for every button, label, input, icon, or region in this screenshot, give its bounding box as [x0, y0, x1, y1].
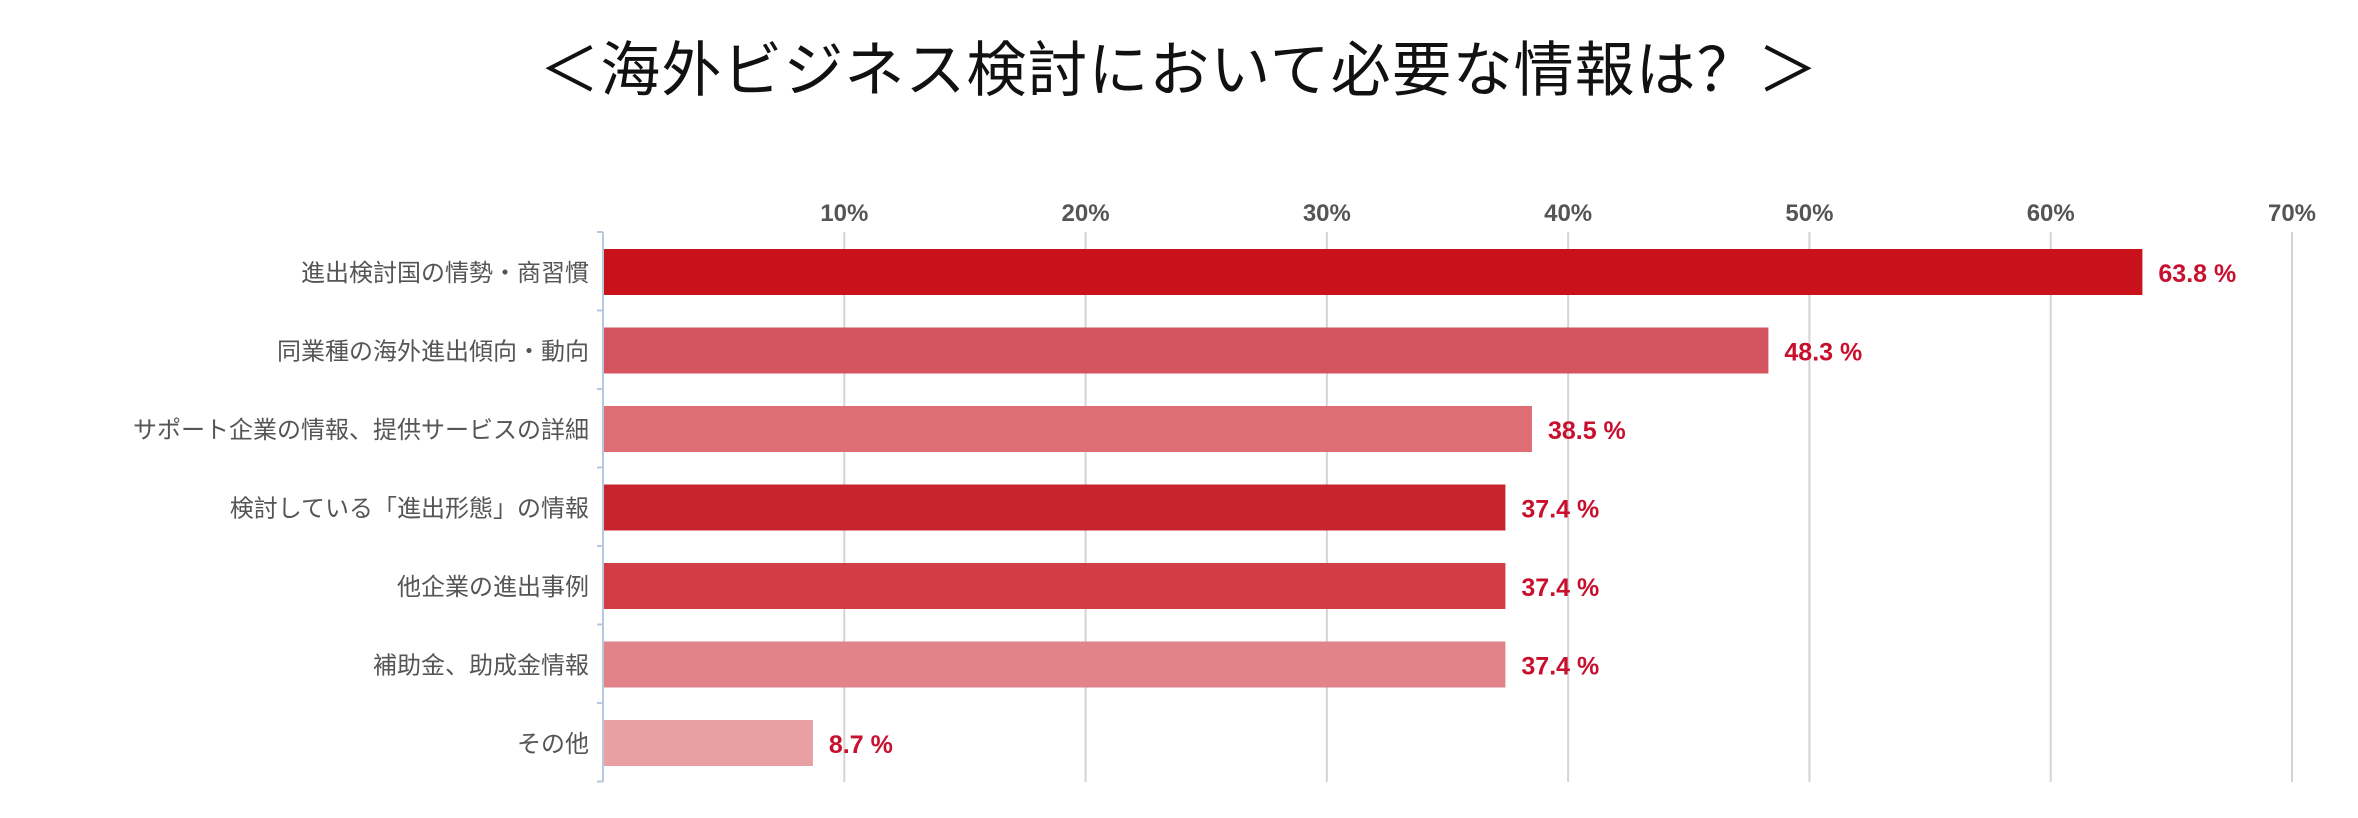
category-labels: 進出検討国の情勢・商習慣同業種の海外進出傾向・動向サポート企業の情報、提供サービ… — [133, 259, 589, 758]
category-label: 検討している「進出形態」の情報 — [230, 495, 589, 523]
category-label: その他 — [517, 730, 589, 758]
y-axis — [597, 231, 604, 783]
bar — [604, 249, 2143, 295]
bar — [604, 327, 1769, 374]
category-label: 補助金、助成金情報 — [373, 652, 589, 680]
bars — [604, 249, 2143, 766]
x-tick-label: 50% — [1785, 200, 1833, 227]
x-tick-label: 10% — [820, 200, 868, 227]
value-label: 37.4 % — [1521, 496, 1599, 524]
value-label: 37.4 % — [1521, 653, 1599, 681]
bar — [604, 720, 813, 766]
value-labels: 63.8 % 48.3 % 38.5 % 37.4 % 37.4 % 37.4 % 8.7 … — [829, 260, 2236, 759]
x-tick-labels: 10% 20% 30% 40% 50% 60% 70% — [820, 200, 2316, 227]
value-label: 37.4 % — [1521, 574, 1599, 602]
category-label: 他企業の進出事例 — [397, 573, 589, 601]
bar — [604, 484, 1506, 531]
x-tick-label: 40% — [1544, 200, 1592, 227]
bar — [604, 406, 1532, 452]
bar — [604, 641, 1506, 688]
value-label: 48.3 % — [1784, 339, 1862, 367]
x-tick-label: 20% — [1062, 200, 1110, 227]
x-tick-label: 60% — [2027, 200, 2075, 227]
value-label: 8.7 % — [829, 731, 893, 759]
category-label: 同業種の海外進出傾向・動向 — [277, 338, 589, 366]
bar — [604, 563, 1506, 609]
chart-title: ＜海外ビジネス検討において必要な情報は？＞ — [539, 36, 1819, 106]
x-tick-label: 30% — [1303, 200, 1351, 227]
value-label: 63.8 % — [2158, 260, 2236, 288]
x-tick-label: 70% — [2268, 200, 2316, 227]
category-label: サポート企業の情報、提供サービスの詳細 — [133, 416, 589, 444]
value-label: 38.5 % — [1548, 417, 1626, 445]
category-label: 進出検討国の情勢・商習慣 — [301, 259, 589, 287]
